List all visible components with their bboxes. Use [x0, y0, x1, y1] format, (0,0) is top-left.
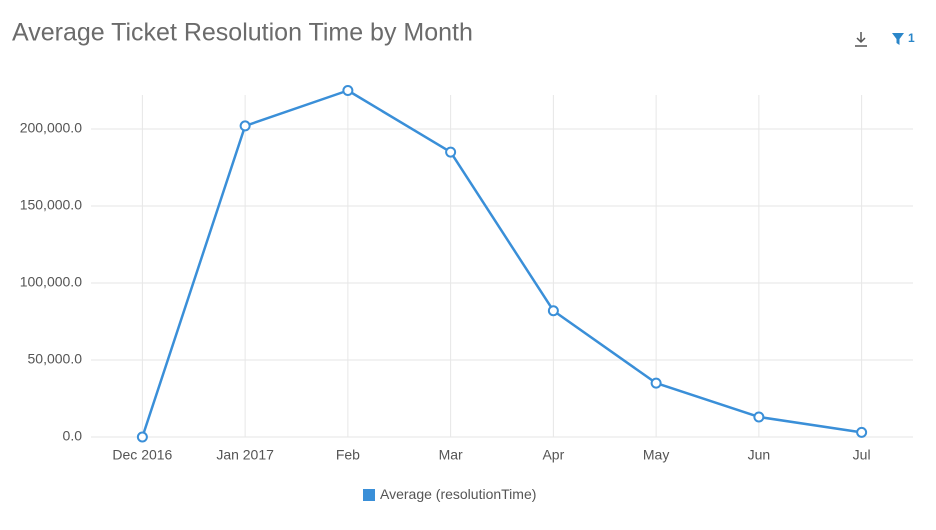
y-tick-label: 0.0: [63, 428, 83, 444]
legend-label: Average (resolutionTime): [380, 486, 536, 502]
data-point: [753, 411, 765, 423]
data-point: [239, 120, 251, 132]
data-point: [445, 146, 457, 158]
data-point: [650, 377, 662, 389]
y-tick-label: 200,000.0: [20, 120, 82, 136]
legend-swatch: [363, 489, 375, 501]
x-tick-label: Dec 2016: [112, 447, 172, 463]
x-tick-label: Apr: [542, 447, 564, 463]
download-button[interactable]: [855, 32, 867, 47]
x-tick-label: Jan 2017: [216, 447, 274, 463]
x-tick-label: Jul: [853, 447, 871, 463]
y-tick-label: 50,000.0: [28, 351, 83, 367]
x-tick-label: Feb: [336, 447, 360, 463]
data-point: [136, 431, 148, 443]
x-tick-label: Mar: [439, 447, 463, 463]
x-tick-label: May: [643, 447, 669, 463]
data-point: [342, 85, 354, 96]
y-tick-label: 150,000.0: [20, 197, 82, 213]
y-tick-label: 100,000.0: [20, 274, 82, 290]
data-point: [856, 426, 868, 438]
data-point: [547, 305, 559, 317]
x-tick-label: Jun: [748, 447, 771, 463]
series-line: [141, 89, 862, 438]
filter-count: 1: [908, 31, 915, 45]
filter-button[interactable]: 1: [892, 31, 915, 45]
chart-title: Average Ticket Resolution Time by Month: [12, 19, 473, 47]
